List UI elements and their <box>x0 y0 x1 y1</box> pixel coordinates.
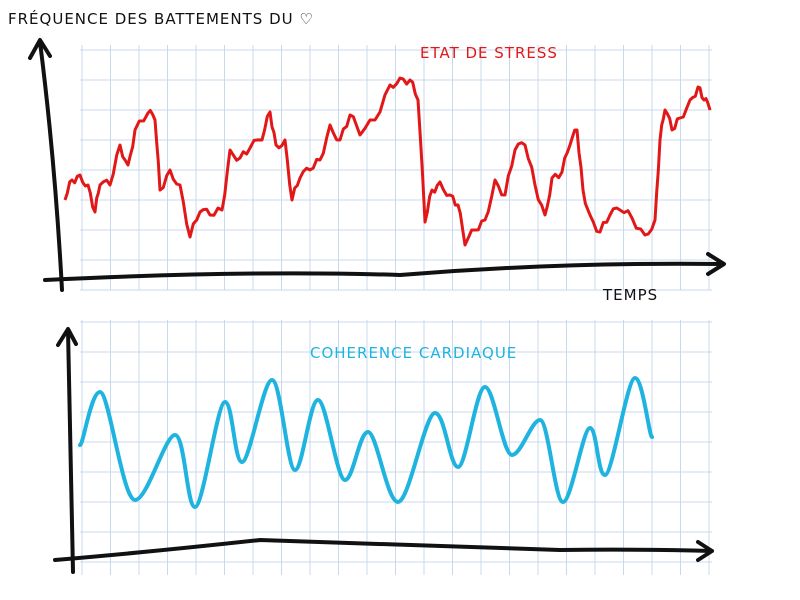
y-axis-bottom <box>56 327 78 574</box>
time-label: TEMPS <box>602 286 658 304</box>
stress-line <box>63 76 712 247</box>
y-axis-top <box>28 38 64 292</box>
stress-label: ETAT DE STRESS <box>420 44 558 62</box>
x-axis-top <box>43 252 726 282</box>
x-axis-bottom <box>53 538 714 562</box>
coherence-label: COHERENCE CARDIAQUE <box>310 344 517 362</box>
title: FRÉQUENCE DES BATTEMENTS DU ♡ <box>8 9 314 28</box>
grid-paper <box>80 45 712 575</box>
coherence-wave <box>78 375 654 510</box>
